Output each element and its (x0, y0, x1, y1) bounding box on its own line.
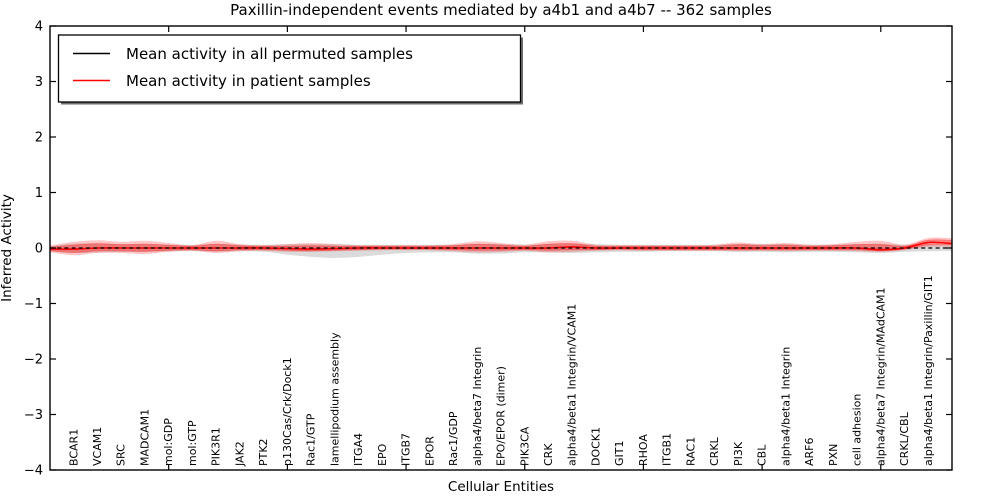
x-tick-label: PIK3R1 (210, 427, 223, 466)
x-tick-label: PTK2 (257, 438, 270, 466)
x-tick-label: p130Cas/Crk/Dock1 (281, 357, 294, 466)
x-tick-label: SRC (115, 444, 128, 466)
y-tick-label: −3 (24, 408, 43, 423)
x-tick-label: lamellipodium assembly (328, 332, 341, 466)
y-tick-label: 2 (35, 131, 43, 146)
line-layer (50, 241, 952, 251)
x-tick-label: Rac1/GDP (447, 411, 460, 466)
y-tick-label: 4 (35, 20, 43, 35)
legend-label-patient: Mean activity in patient samples (126, 72, 371, 90)
y-tick-label: −1 (24, 297, 43, 312)
y-tick-label: −2 (24, 353, 43, 368)
x-tick-label: alpha4/beta1 Integrin/Paxillin/GIT1 (922, 275, 935, 466)
y-tick-label: 1 (35, 186, 43, 201)
x-tick-label: MADCAM1 (138, 409, 151, 466)
x-tick-label: GIT1 (613, 441, 626, 467)
x-tick-label: VCAM1 (91, 427, 104, 466)
x-tick-label: alpha4/beta7 Integrin (471, 347, 484, 466)
x-tick-label: BCAR1 (67, 429, 80, 466)
y-tick-label: 3 (35, 75, 43, 90)
x-tick-label: mol:GTP (186, 420, 199, 466)
legend-box (57, 34, 522, 103)
x-tick-label: Rac1/GTP (305, 413, 318, 466)
x-tick-label: EPO (376, 443, 389, 466)
y-axis-label: Inferred Activity (0, 194, 15, 302)
x-tick-label: CRKL/CBL (898, 411, 911, 466)
chart-title: Paxillin-independent events mediated by … (230, 1, 772, 19)
x-axis-label: Cellular Entities (448, 479, 554, 495)
x-tick-label: JAK2 (233, 441, 246, 467)
x-tick-label: cell adhesion (851, 394, 864, 466)
x-tick-label: mol:GDP (162, 418, 175, 466)
band-patient-samples-spread-outer- (50, 237, 952, 256)
x-tick-label: PXN (827, 444, 840, 466)
x-tick-label: alpha4/beta1 Integrin (779, 347, 792, 466)
x-tick-label: ITGA4 (352, 433, 365, 466)
x-tick-label: ITGB1 (661, 433, 674, 466)
x-tick-label: alpha4/beta7 Integrin/MAdCAM1 (874, 287, 887, 466)
x-tick-label: alpha4/beta1 Integrin/VCAM1 (566, 304, 579, 466)
tick-layer (50, 25, 952, 471)
y-tick-labels: 4 3 2 1 0 −1 −2 −3 −4 (24, 20, 43, 479)
x-tick-labels: BCAR1 VCAM1 SRC MADCAM1 mol:GDP mol:GTP PIK3R1… (67, 275, 935, 467)
x-tick-label: ITGB7 (400, 433, 413, 466)
legend: Mean activity in all permuted samples Me… (57, 34, 523, 105)
y-tick-label: −4 (24, 464, 43, 479)
x-tick-label: RAC1 (684, 437, 697, 466)
x-tick-label: PIK3CA (518, 426, 531, 466)
band-layer (50, 237, 952, 258)
x-tick-label: RHOA (637, 434, 650, 466)
x-tick-label: EPO/EPOR (dimer) (495, 366, 508, 466)
x-tick-label: DOCK1 (589, 427, 602, 466)
x-tick-label: EPOR (423, 436, 436, 466)
legend-label-permuted: Mean activity in all permuted samples (126, 45, 413, 63)
y-tick-label: 0 (35, 242, 43, 257)
x-tick-label: CRKL (708, 436, 721, 466)
band-patient-samples-spread-inner- (50, 239, 952, 253)
band-permuted-samples-spread (50, 243, 952, 258)
x-tick-label: PI3K (732, 441, 745, 466)
x-tick-label: CBL (756, 444, 769, 466)
x-tick-label: CRK (542, 443, 555, 466)
x-tick-label: ARF6 (803, 438, 816, 467)
